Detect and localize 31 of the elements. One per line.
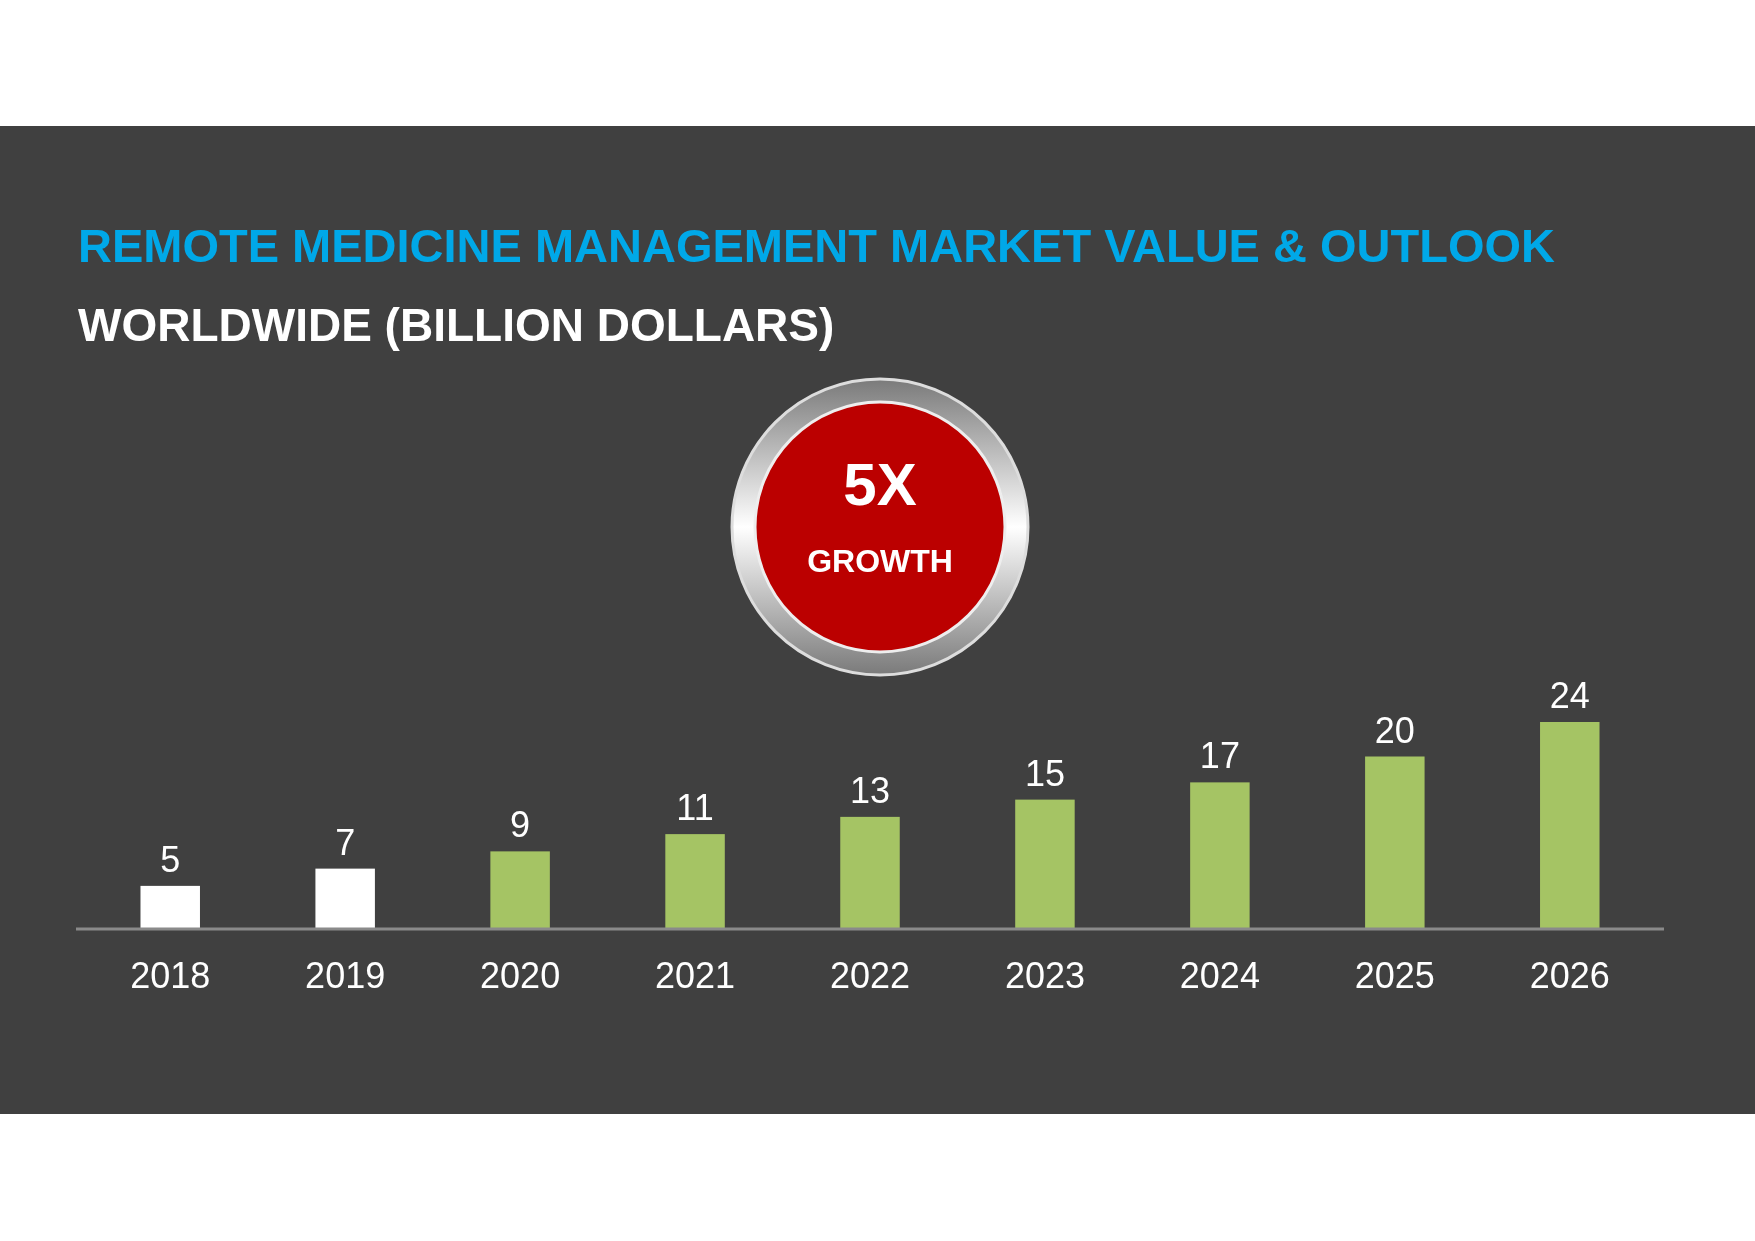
- data-label: 20: [1374, 709, 1415, 751]
- x-tick-label: 2024: [1179, 955, 1260, 996]
- data-label: 17: [1199, 735, 1240, 777]
- x-tick-label: 2021: [655, 955, 736, 996]
- bar: [140, 885, 200, 929]
- bar: [665, 834, 725, 929]
- chart-title: REMOTE MEDICINE MANAGEMENT MARKET VALUE & OUTLOOK: [78, 219, 1556, 272]
- data-label: 11: [676, 787, 714, 829]
- data-label: 5: [160, 838, 181, 880]
- bar: [1015, 799, 1075, 929]
- x-tick-label: 2023: [1004, 955, 1085, 996]
- text: GROWTH: [807, 543, 953, 579]
- bar: [490, 851, 550, 929]
- text: 5X: [843, 451, 917, 518]
- data-label: 15: [1024, 752, 1065, 794]
- x-tick-label: 2020: [480, 955, 561, 996]
- bar: [1190, 782, 1250, 929]
- bar: [1365, 756, 1425, 929]
- bar: [315, 868, 375, 929]
- data-label: 7: [335, 821, 356, 863]
- bar: [1540, 722, 1600, 929]
- data-label: 13: [849, 769, 891, 811]
- x-tick-label: 2019: [305, 955, 386, 996]
- data-label: 9: [510, 804, 531, 846]
- x-tick-label: 2025: [1354, 955, 1435, 996]
- data-label: 24: [1549, 675, 1590, 716]
- bar: [840, 816, 900, 929]
- x-tick-label: 2026: [1529, 955, 1610, 996]
- x-tick-label: 2018: [130, 955, 211, 996]
- x-tick-label: 2022: [829, 955, 911, 996]
- chart-subtitle: WORLDWIDE (BILLION DOLLARS): [78, 299, 835, 351]
